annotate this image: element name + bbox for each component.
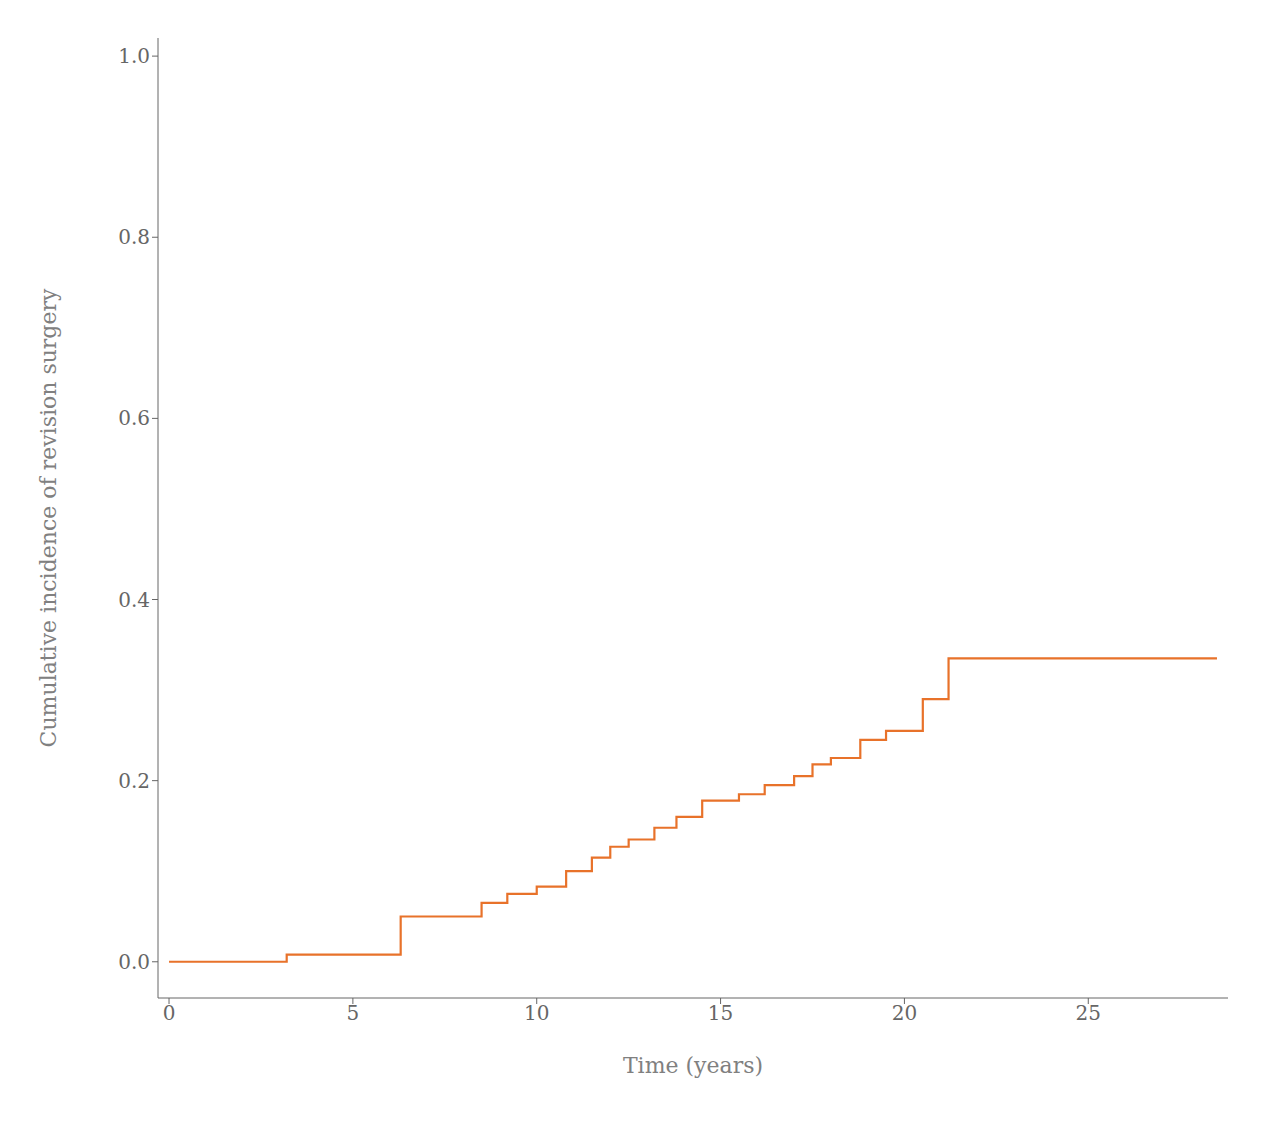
svg-text:0.4: 0.4	[118, 588, 150, 612]
svg-text:0.2: 0.2	[118, 769, 150, 793]
svg-text:5: 5	[347, 1001, 360, 1025]
svg-text:0: 0	[163, 1001, 176, 1025]
svg-text:Time (years): Time (years)	[623, 1053, 763, 1078]
svg-text:25: 25	[1076, 1001, 1101, 1025]
svg-text:0.0: 0.0	[118, 950, 150, 974]
svg-text:Cumulative incidence of revisi: Cumulative incidence of revision surgery	[36, 288, 61, 747]
svg-text:0.8: 0.8	[118, 225, 150, 249]
svg-text:1.0: 1.0	[118, 44, 150, 68]
svg-text:20: 20	[892, 1001, 917, 1025]
svg-text:10: 10	[524, 1001, 549, 1025]
svg-text:0.6: 0.6	[118, 406, 150, 430]
svg-text:15: 15	[708, 1001, 733, 1025]
